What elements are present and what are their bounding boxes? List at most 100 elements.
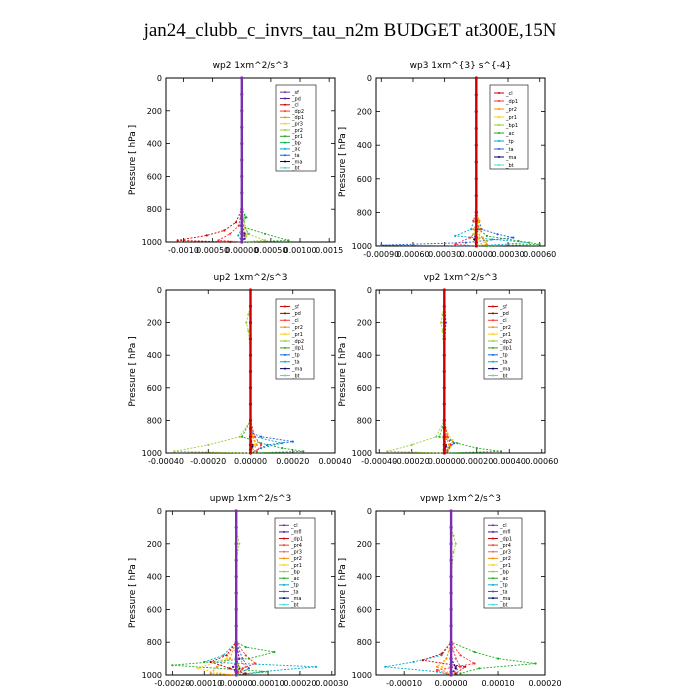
data-point — [240, 191, 244, 195]
legend-marker — [498, 148, 500, 150]
data-point — [173, 450, 176, 453]
legend: _sf_pd_cl_pr2_pr1_dp2_dp1_tp_ta_ma_bt — [275, 298, 315, 380]
data-point — [464, 665, 467, 668]
data-point — [241, 667, 244, 670]
legend: _sf_pd_cl_pr2_pr1_dp2_dp1_tp_ta_ma_bt — [483, 298, 523, 379]
legend-marker — [492, 353, 494, 356]
legend-box — [489, 84, 529, 170]
x-tick-label: -0.00020 — [190, 457, 226, 466]
legend-label: _pr3 — [291, 121, 303, 127]
x-tick-label: 0.00000 — [225, 246, 258, 255]
legend-marker — [492, 360, 494, 363]
legend-label: _cl — [291, 318, 299, 324]
y-tick-label: 600 — [147, 384, 162, 393]
legend-label: _pr3 — [499, 550, 511, 556]
legend-label: _mfl — [499, 530, 511, 536]
data-point — [473, 662, 476, 665]
data-point — [246, 232, 249, 235]
legend-marker — [498, 124, 500, 126]
data-point — [435, 665, 439, 668]
data-point — [449, 670, 453, 674]
data-point — [248, 418, 253, 422]
data-point — [247, 329, 250, 332]
data-point — [459, 672, 462, 675]
data-point — [255, 450, 258, 453]
x-tick-label: 0.00040 — [493, 457, 526, 466]
legend-label: _pr3 — [290, 550, 302, 556]
data-point — [264, 232, 267, 235]
legend-marker — [283, 570, 285, 573]
legend-label: _bt — [499, 373, 508, 379]
data-point — [240, 109, 244, 113]
y-tick-label: 800 — [357, 208, 372, 217]
y-axis-label: Pressure [ hPa ] — [338, 558, 348, 628]
y-tick-label: 800 — [357, 638, 372, 647]
data-point — [255, 443, 258, 446]
data-point — [474, 110, 478, 114]
data-point — [209, 660, 212, 664]
x-tick-label: -0.0010 — [168, 246, 199, 255]
data-point — [410, 443, 413, 446]
data-point — [240, 207, 244, 211]
data-point — [497, 657, 500, 660]
legend-label: _pr2 — [291, 128, 303, 134]
data-point — [517, 239, 520, 243]
legend-label: _pr1 — [499, 563, 511, 569]
series-line-ta — [240, 78, 245, 243]
data-point — [442, 386, 446, 390]
data-point — [452, 550, 455, 554]
x-tick-label: 0.00020 — [276, 457, 309, 466]
legend-marker — [284, 333, 286, 336]
x-tick-label: 0.00010 — [482, 679, 515, 688]
legend-label: _dp1 — [291, 115, 304, 121]
data-point — [243, 232, 246, 235]
y-tick-label: 400 — [357, 573, 372, 582]
legend-marker — [492, 550, 494, 553]
y-tick-label: 600 — [357, 605, 372, 614]
legend: _sf_pd_cl_dp2_dp1_pr3_pr2_pr1_bp_ac_ta_m… — [275, 84, 317, 172]
data-point — [474, 236, 478, 240]
legend-label: _pr2 — [290, 556, 302, 562]
x-tick-label: 0.00060 — [396, 250, 429, 259]
legend-box — [275, 298, 315, 380]
legend-label: _ta — [499, 589, 508, 595]
data-point — [209, 672, 212, 675]
legend-label: _ac — [290, 576, 300, 582]
legend-label: _cl — [499, 318, 507, 324]
data-point — [474, 126, 478, 130]
legend-label: _bt — [505, 163, 514, 169]
data-point — [240, 142, 244, 146]
data-point — [438, 435, 441, 438]
data-point — [248, 369, 253, 374]
legend-label: _bp — [290, 569, 300, 575]
data-point — [287, 239, 290, 242]
y-tick-label: 800 — [147, 638, 162, 647]
data-point — [474, 93, 478, 97]
chart-4: vp2 1xm^2/s^3 Pressure [ hPa ] 0 200 400 600 8… — [338, 273, 558, 466]
data-point — [253, 435, 256, 438]
data-point — [196, 667, 199, 670]
series-line-pr1 — [237, 78, 289, 243]
legend-label: _cl — [505, 91, 513, 97]
legend-marker — [492, 312, 494, 315]
data-point — [240, 125, 244, 129]
data-point — [512, 236, 515, 239]
legend-marker — [284, 135, 286, 138]
legend-marker — [284, 116, 286, 119]
data-point — [240, 240, 244, 244]
legend-marker — [283, 577, 285, 580]
data-point — [171, 664, 174, 667]
legend-marker — [284, 367, 286, 370]
y-tick-label: 600 — [147, 605, 162, 614]
chart-1: wp2 1xm^2/s^3 Pressure [ hPa ] 0 200 400 600 8… — [128, 61, 343, 255]
x-tick-label: -0.00010 — [186, 679, 222, 688]
y-tick-label: 200 — [357, 540, 372, 549]
data-point — [435, 435, 438, 438]
series-line-dp1 — [422, 511, 467, 676]
data-point — [452, 534, 455, 537]
series-line-pr4 — [435, 511, 476, 676]
chart-3: up2 1xm^2/s^3 Pressure [ hPa ] 0 200 400 600 8… — [128, 273, 352, 466]
data-point — [478, 667, 481, 670]
legend-marker — [498, 164, 500, 166]
data-point — [253, 443, 256, 446]
